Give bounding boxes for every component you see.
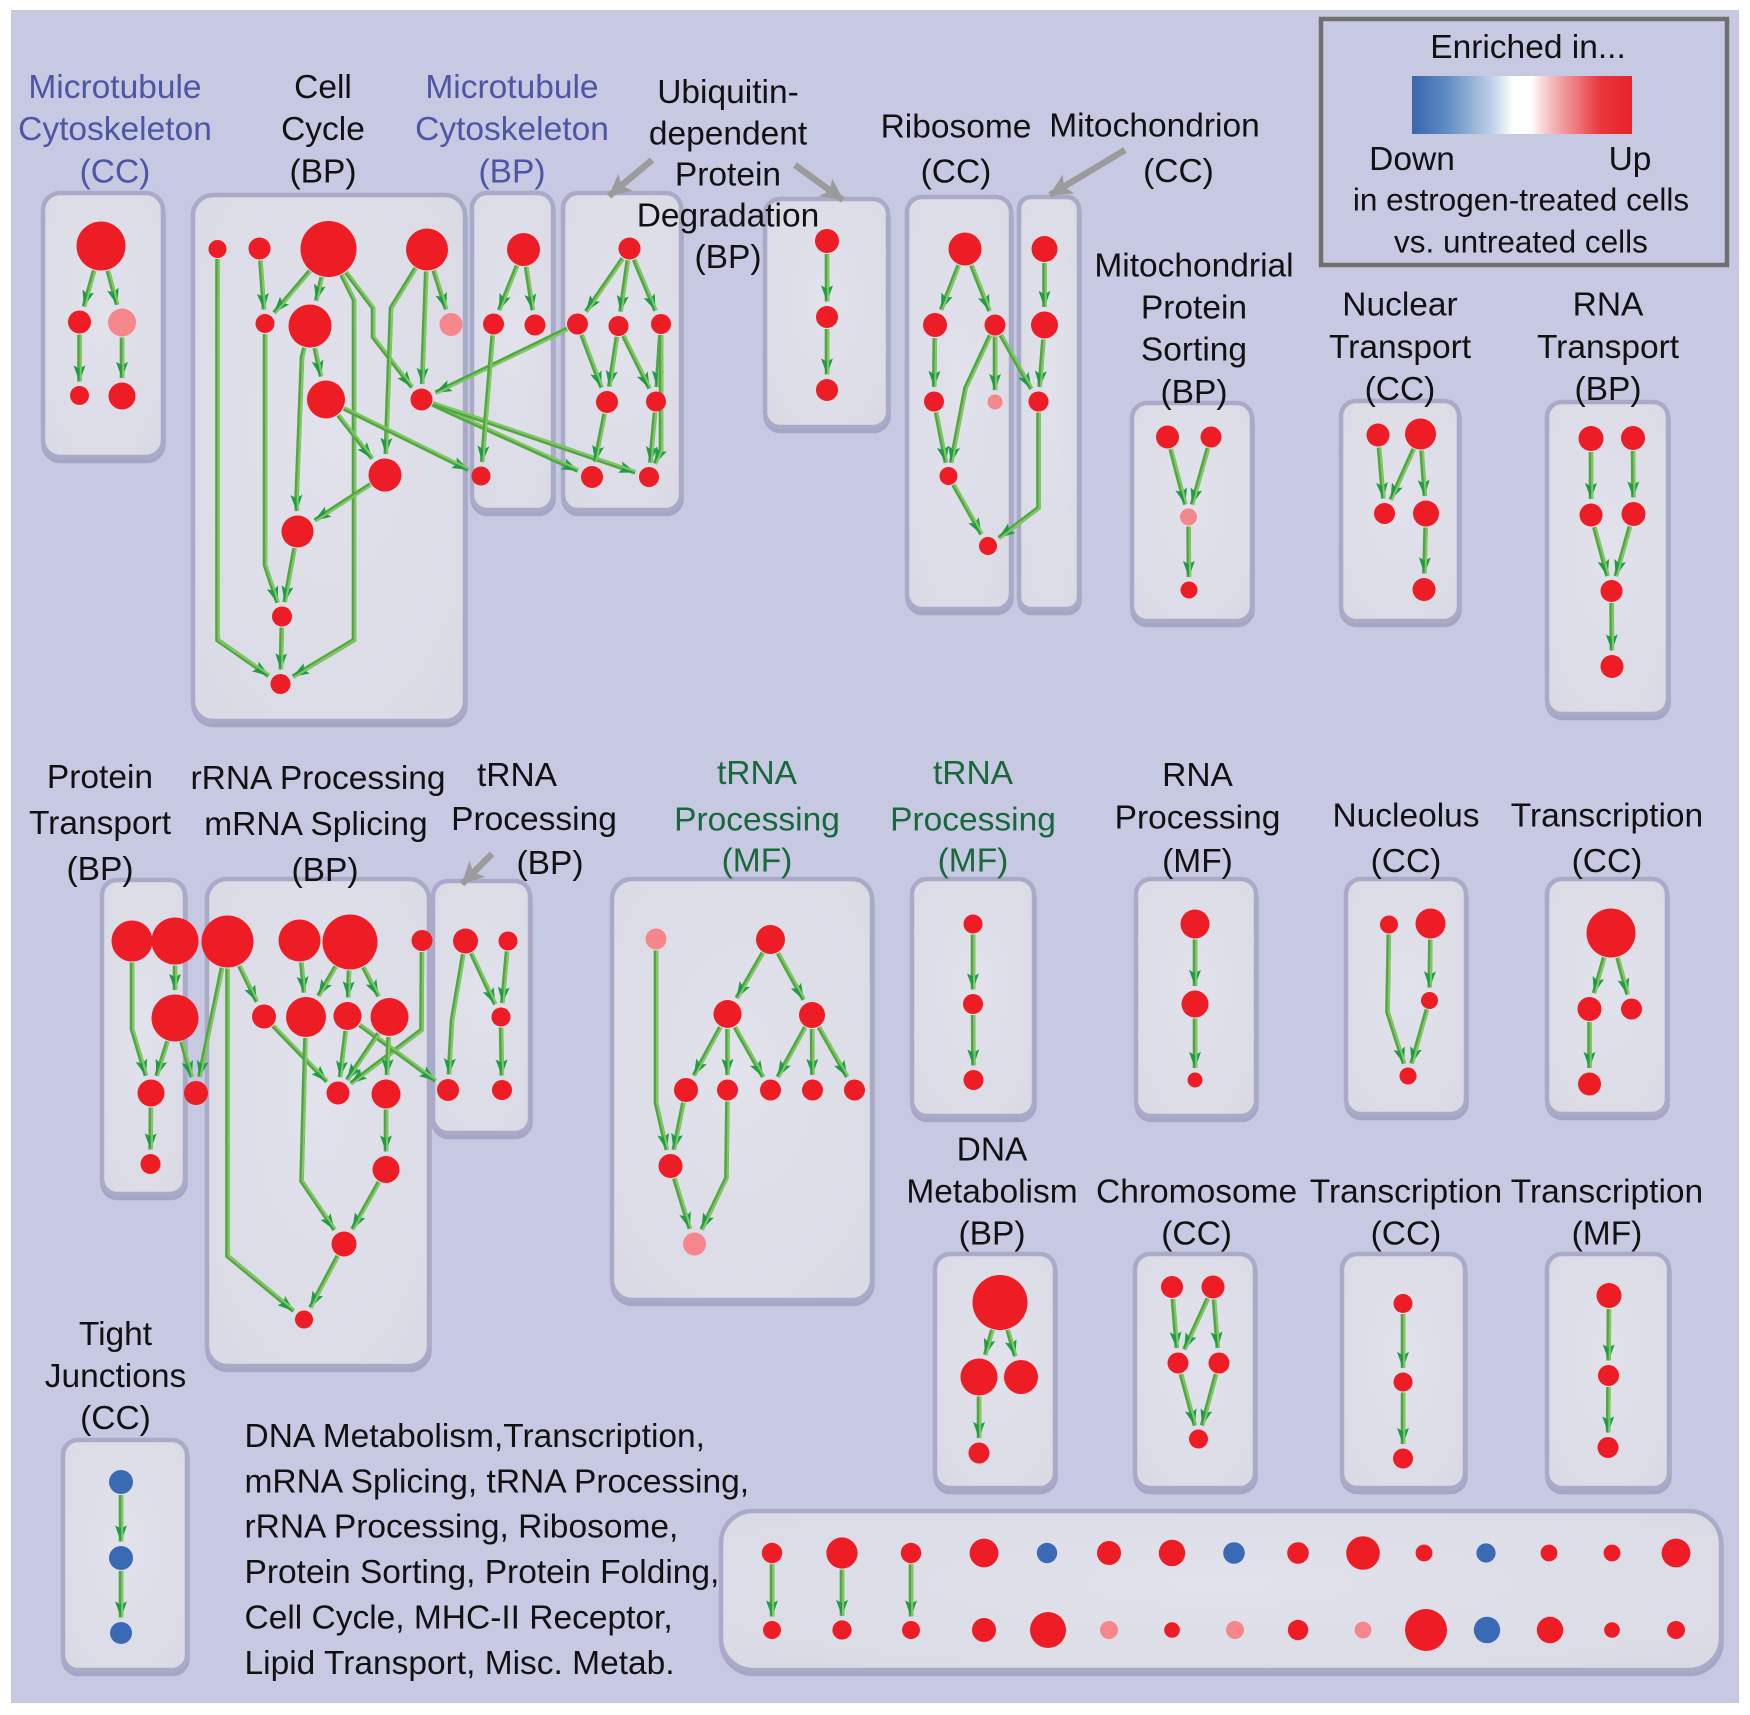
svg-text:(CC): (CC) bbox=[1371, 1216, 1442, 1253]
svg-text:vs. untreated cells: vs. untreated cells bbox=[1394, 223, 1648, 259]
svg-text:(BP): (BP) bbox=[517, 845, 584, 882]
svg-text:DNA Metabolism,Transcription,: DNA Metabolism,Transcription, bbox=[245, 1418, 705, 1455]
svg-text:(CC): (CC) bbox=[1371, 843, 1442, 880]
svg-text:Protein: Protein bbox=[47, 759, 153, 796]
svg-text:(CC): (CC) bbox=[1572, 843, 1643, 880]
svg-text:Lipid Transport, Misc. Metab.: Lipid Transport, Misc. Metab. bbox=[245, 1645, 675, 1682]
svg-text:Tight: Tight bbox=[79, 1316, 153, 1353]
svg-text:Cycle: Cycle bbox=[281, 111, 365, 148]
svg-text:Mitochondrial: Mitochondrial bbox=[1094, 247, 1293, 284]
svg-text:(MF): (MF) bbox=[1162, 843, 1233, 880]
svg-text:mRNA Splicing, tRNA Processing: mRNA Splicing, tRNA Processing, bbox=[245, 1463, 750, 1500]
svg-text:(BP): (BP) bbox=[292, 852, 359, 889]
svg-text:Microtubule: Microtubule bbox=[425, 69, 598, 106]
svg-text:Metabolism: Metabolism bbox=[906, 1173, 1077, 1210]
svg-text:tRNA: tRNA bbox=[933, 755, 1014, 792]
svg-text:Processing: Processing bbox=[674, 801, 840, 838]
svg-text:Cell Cycle, MHC-II Receptor,: Cell Cycle, MHC-II Receptor, bbox=[245, 1600, 673, 1637]
svg-text:(CC): (CC) bbox=[80, 154, 151, 191]
svg-text:(BP): (BP) bbox=[290, 154, 357, 191]
svg-text:Transcription: Transcription bbox=[1511, 1173, 1703, 1210]
svg-text:Enriched in...: Enriched in... bbox=[1430, 29, 1626, 66]
svg-text:(MF): (MF) bbox=[1572, 1216, 1643, 1253]
svg-text:Protein: Protein bbox=[1141, 290, 1247, 327]
svg-text:(BP): (BP) bbox=[1575, 371, 1642, 408]
svg-text:RNA: RNA bbox=[1573, 287, 1644, 324]
svg-text:Transport: Transport bbox=[29, 805, 172, 842]
svg-text:Transport: Transport bbox=[1537, 329, 1680, 366]
svg-text:tRNA: tRNA bbox=[477, 757, 558, 794]
svg-text:Cytoskeleton: Cytoskeleton bbox=[18, 111, 212, 148]
svg-text:(BP): (BP) bbox=[695, 239, 762, 276]
svg-text:Transport: Transport bbox=[1329, 329, 1472, 366]
svg-text:(CC): (CC) bbox=[1161, 1216, 1232, 1253]
svg-text:Microtubule: Microtubule bbox=[28, 69, 201, 106]
svg-text:rRNA Processing: rRNA Processing bbox=[190, 760, 445, 797]
svg-text:(BP): (BP) bbox=[479, 154, 546, 191]
svg-text:RNA: RNA bbox=[1162, 757, 1233, 794]
svg-text:(CC): (CC) bbox=[1143, 153, 1214, 190]
svg-text:mRNA Splicing: mRNA Splicing bbox=[204, 806, 427, 843]
svg-text:Protein Sorting, Protein Foldi: Protein Sorting, Protein Folding, bbox=[245, 1554, 720, 1591]
svg-text:Protein: Protein bbox=[675, 157, 781, 194]
svg-text:Cell: Cell bbox=[294, 69, 352, 106]
svg-text:tRNA: tRNA bbox=[717, 755, 798, 792]
svg-text:Sorting: Sorting bbox=[1141, 332, 1247, 369]
svg-text:(CC): (CC) bbox=[921, 154, 992, 191]
svg-text:rRNA Processing, Ribosome,: rRNA Processing, Ribosome, bbox=[245, 1509, 679, 1546]
svg-text:Transcription: Transcription bbox=[1310, 1173, 1502, 1210]
svg-text:(CC): (CC) bbox=[80, 1400, 151, 1437]
svg-text:(BP): (BP) bbox=[1161, 374, 1228, 411]
svg-text:Nuclear: Nuclear bbox=[1342, 287, 1457, 324]
svg-text:(BP): (BP) bbox=[959, 1216, 1026, 1253]
svg-text:(BP): (BP) bbox=[67, 851, 134, 888]
svg-text:in estrogen-treated cells: in estrogen-treated cells bbox=[1353, 181, 1689, 217]
svg-text:Mitochondrion: Mitochondrion bbox=[1049, 108, 1259, 145]
svg-text:Chromosome: Chromosome bbox=[1096, 1173, 1297, 1210]
svg-text:Down: Down bbox=[1369, 141, 1455, 178]
svg-text:(MF): (MF) bbox=[722, 843, 793, 880]
svg-text:Degradation: Degradation bbox=[637, 198, 820, 235]
svg-text:Ubiquitin-: Ubiquitin- bbox=[657, 74, 799, 111]
svg-text:Up: Up bbox=[1609, 141, 1652, 178]
svg-text:Transcription: Transcription bbox=[1511, 797, 1703, 834]
svg-text:Processing: Processing bbox=[1115, 800, 1281, 837]
svg-text:Ribosome: Ribosome bbox=[881, 109, 1032, 146]
svg-text:DNA: DNA bbox=[957, 1132, 1028, 1169]
svg-text:(MF): (MF) bbox=[938, 843, 1009, 880]
svg-text:Nucleolus: Nucleolus bbox=[1332, 797, 1479, 834]
svg-text:Processing: Processing bbox=[890, 801, 1056, 838]
svg-text:Processing: Processing bbox=[451, 801, 617, 838]
svg-text:Cytoskeleton: Cytoskeleton bbox=[415, 111, 609, 148]
svg-text:Junctions: Junctions bbox=[45, 1358, 187, 1395]
svg-text:dependent: dependent bbox=[649, 115, 808, 152]
svg-text:(CC): (CC) bbox=[1365, 371, 1436, 408]
